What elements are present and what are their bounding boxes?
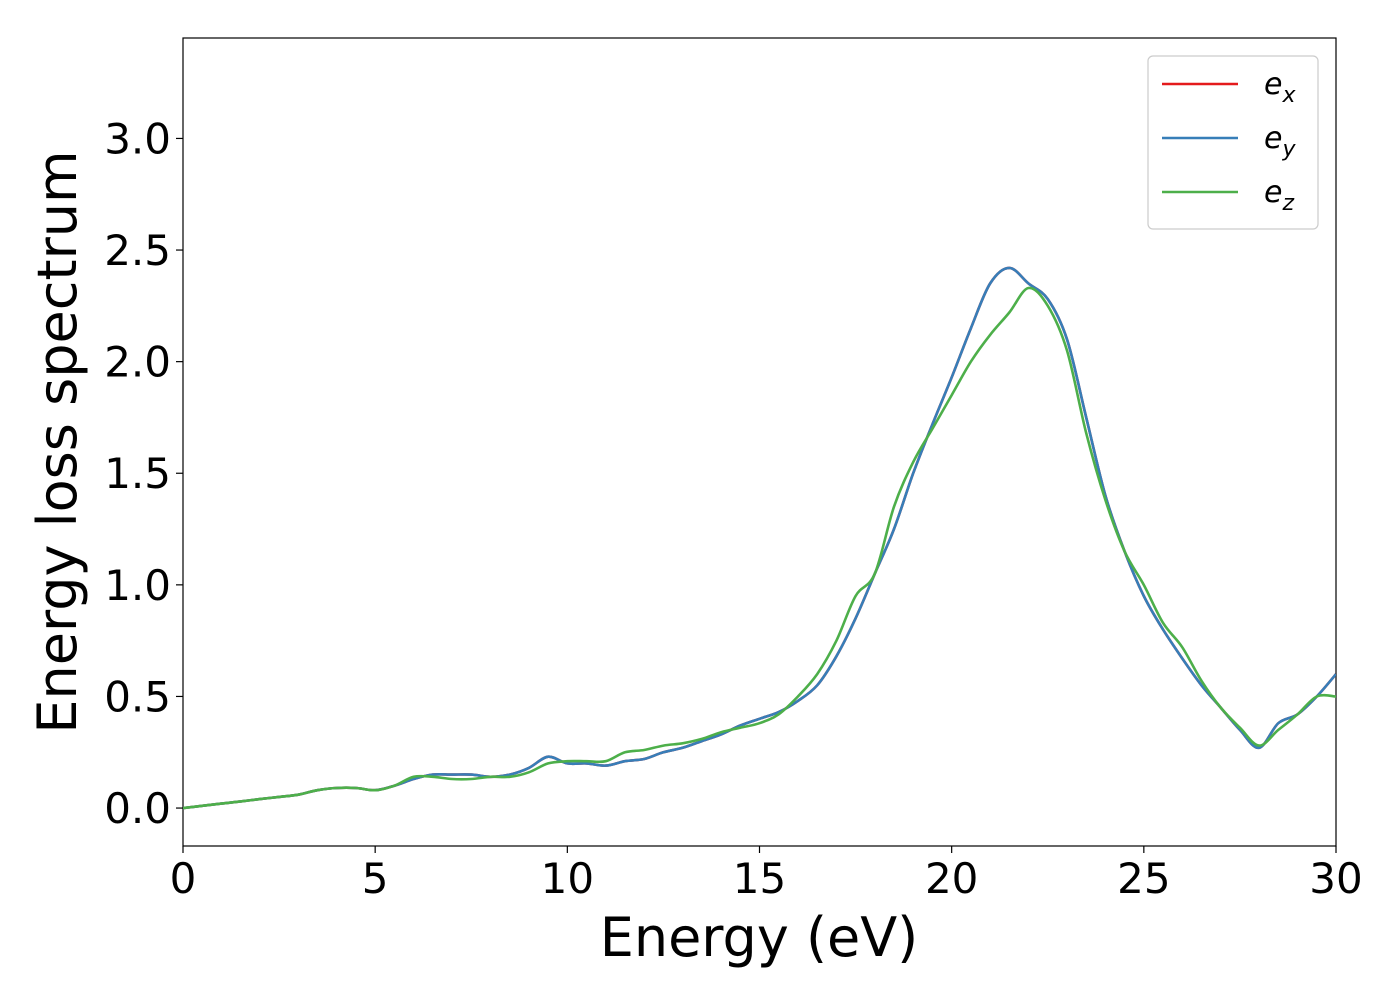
series-layer <box>183 266 1336 810</box>
x-tick-label: 5 <box>362 854 389 903</box>
legend-label-base: e <box>1264 121 1282 156</box>
series-line-z <box>183 286 1336 810</box>
x-tick-label: 30 <box>1309 854 1362 903</box>
y-axis: 0.0 0.5 1.0 1.5 2.0 2.5 3.0 <box>104 114 183 833</box>
legend-label-subscript: y <box>1281 137 1296 162</box>
x-axis-title: Energy (eV) <box>600 906 919 969</box>
x-tick-label: 25 <box>1117 854 1170 903</box>
y-tick-label: 3.0 <box>104 114 171 163</box>
legend-label-z: ez <box>1264 175 1294 216</box>
y-tick-label: 1.0 <box>104 561 171 610</box>
y-tick-label: 1.5 <box>104 449 171 498</box>
y-tick-label: 0.5 <box>104 672 171 721</box>
x-tick-label: 20 <box>925 854 978 903</box>
legend-box <box>1147 55 1319 230</box>
legend-label-y: ey <box>1264 121 1296 162</box>
x-tick-label: 0 <box>170 854 197 903</box>
plot-area <box>182 37 1337 847</box>
legend-label-subscript: z <box>1281 191 1294 216</box>
legend-label-base: e <box>1264 175 1282 210</box>
x-axis: 0 5 10 15 20 25 30 <box>170 846 1363 903</box>
x-tick-label: 15 <box>733 854 786 903</box>
legend-label-base: e <box>1264 67 1282 102</box>
legend-label-subscript: x <box>1281 83 1296 108</box>
y-tick-label: 0.0 <box>104 784 171 833</box>
y-axis-title: Energy loss spectrum <box>26 150 89 733</box>
legend-label-x: ex <box>1264 67 1296 108</box>
y-tick-label: 2.5 <box>104 226 171 275</box>
y-tick-label: 2.0 <box>104 338 171 387</box>
x-tick-label: 10 <box>541 854 594 903</box>
